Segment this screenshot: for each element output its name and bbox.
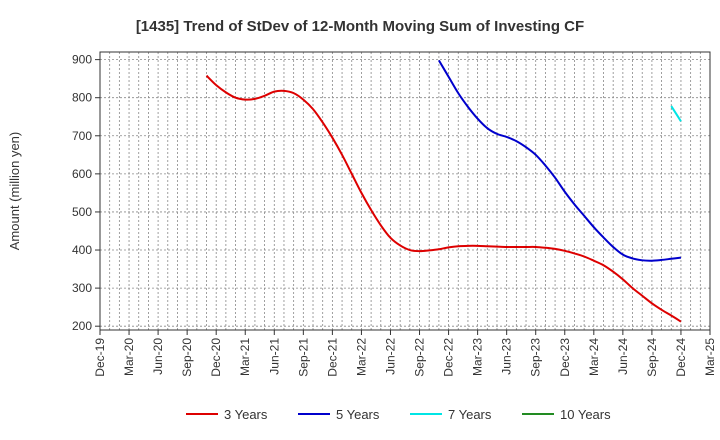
x-axis: Dec-19 Mar-20 Jun-20 Sep-20 Dec-20 Mar-21 Jun-… — [93, 330, 717, 377]
x-tick-label: Mar-24 — [587, 338, 601, 376]
x-tick-label: Mar-23 — [471, 338, 485, 376]
y-tick-label: 500 — [72, 205, 92, 219]
y-tick-label: 600 — [72, 167, 92, 181]
legend-label: 7 Years — [448, 407, 492, 422]
legend-label: 3 Years — [224, 407, 268, 422]
x-tick-label: Mar-21 — [238, 338, 252, 376]
x-tick-label: Jun-24 — [616, 338, 630, 375]
y-axis-label: Amount (million yen) — [7, 132, 22, 251]
series-lines — [205, 59, 682, 323]
x-tick-label: Jun-20 — [151, 338, 165, 375]
x-tick-label: Jun-23 — [500, 338, 514, 375]
y-tick-label: 800 — [72, 91, 92, 105]
x-tick-label: Dec-22 — [442, 338, 456, 377]
legend-label: 5 Years — [336, 407, 380, 422]
x-tick-label: Sep-20 — [180, 338, 194, 377]
y-tick-label: 200 — [72, 319, 92, 333]
series-line-7-years — [670, 105, 682, 122]
y-tick-label: 900 — [72, 53, 92, 67]
x-tick-label: Dec-19 — [93, 338, 107, 377]
y-tick-label: 300 — [72, 281, 92, 295]
x-tick-label: Dec-21 — [325, 338, 339, 377]
x-tick-label: Jun-21 — [267, 338, 281, 375]
x-tick-label: Sep-21 — [296, 338, 310, 377]
x-tick-label: Dec-23 — [558, 338, 572, 377]
x-tick-label: Sep-24 — [645, 338, 659, 377]
y-tick-label: 400 — [72, 243, 92, 257]
grid — [99, 52, 711, 330]
y-axis: 200 300 400 500 600 700 800 900 — [72, 53, 100, 333]
legend: 3 Years 5 Years 7 Years 10 Years — [186, 407, 611, 422]
legend-label: 10 Years — [560, 407, 611, 422]
x-tick-label: Sep-22 — [413, 338, 427, 377]
x-tick-label: Dec-20 — [209, 338, 223, 377]
x-tick-label: Mar-20 — [122, 338, 136, 376]
x-tick-label: Mar-22 — [354, 338, 368, 376]
x-tick-label: Mar-25 — [703, 338, 717, 376]
y-tick-label: 700 — [72, 129, 92, 143]
x-tick-label: Dec-24 — [674, 338, 688, 377]
x-tick-label: Sep-23 — [529, 338, 543, 377]
x-tick-label: Jun-22 — [383, 338, 397, 375]
plot-area — [99, 51, 711, 331]
series-line-3-years — [205, 74, 682, 323]
series-line-5-years — [438, 59, 682, 262]
chart-title: [1435] Trend of StDev of 12-Month Moving… — [136, 18, 584, 35]
